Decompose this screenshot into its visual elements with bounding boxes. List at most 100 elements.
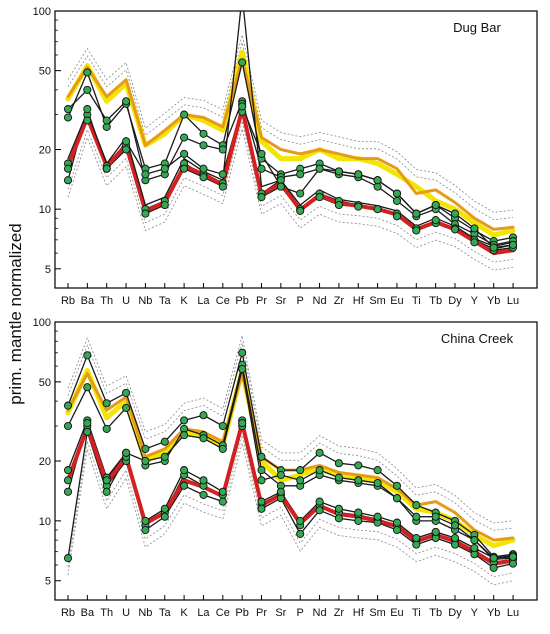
data-point — [83, 85, 92, 94]
x-tick-label: Y — [471, 295, 479, 307]
series-line — [65, 49, 516, 238]
x-tick-label: P — [297, 295, 304, 307]
data-point — [180, 133, 189, 142]
data-point — [257, 497, 266, 506]
x-tick-label: Tb — [429, 295, 442, 307]
data-point — [334, 514, 343, 523]
data-point — [63, 476, 73, 485]
data-point — [489, 243, 498, 252]
data-point — [141, 525, 150, 535]
data-point — [180, 481, 189, 490]
x-tick-label: Ti — [412, 607, 421, 619]
envelope-line — [67, 128, 514, 271]
data-point — [431, 527, 440, 536]
data-point — [296, 206, 305, 215]
data-point — [450, 533, 460, 543]
data-point — [373, 466, 382, 475]
data-point — [392, 481, 402, 490]
data-point — [470, 238, 479, 247]
panel-china-creek: 5 10 20 50 100 Rb Ba Th U Nb Ta K La Ce Pb Pr Sr P Nd Zr Hf S… — [33, 317, 538, 619]
y-tick-label: 20 — [39, 145, 51, 157]
data-point — [315, 497, 324, 506]
plot-area — [63, 335, 518, 586]
data-point — [218, 421, 227, 431]
x-tick-label: Nb — [138, 607, 152, 619]
data-point — [315, 193, 324, 202]
data-point — [431, 200, 440, 210]
x-tick-label: Rb — [61, 607, 75, 619]
x-tick-label: Pr — [256, 295, 267, 307]
x-tick-label: Y — [471, 607, 479, 619]
y-tick-label: 100 — [33, 6, 51, 18]
data-point — [334, 473, 343, 482]
data-point — [354, 461, 363, 470]
series-line — [67, 368, 514, 559]
data-point — [392, 196, 402, 205]
data-point — [199, 173, 208, 182]
data-point — [392, 212, 402, 221]
data-point — [141, 516, 150, 525]
data-point — [315, 466, 324, 475]
x-tick-label: Nd — [313, 607, 327, 619]
data-point — [412, 533, 421, 543]
data-point — [354, 202, 363, 211]
y-tick-label: 10 — [39, 204, 51, 216]
x-tick-label: Pr — [256, 607, 267, 619]
panel-title: Dug Bar — [453, 20, 501, 35]
x-tick-label: Sr — [275, 607, 286, 619]
data-point — [257, 149, 266, 158]
plot-area — [63, 11, 518, 271]
x-tick-label: Th — [100, 607, 113, 619]
data-point — [122, 388, 131, 397]
data-point — [257, 452, 266, 461]
data-point — [102, 399, 111, 408]
x-tick-label: Eu — [390, 295, 403, 307]
data-point — [180, 110, 189, 119]
data-point — [354, 476, 363, 485]
data-point — [238, 348, 247, 357]
data-point — [218, 444, 227, 453]
data-point — [218, 487, 227, 496]
data-point — [102, 476, 111, 485]
data-point — [508, 552, 518, 561]
x-tick-label: Eu — [390, 607, 403, 619]
data-point — [199, 129, 208, 138]
data-point — [373, 478, 382, 488]
series-line — [66, 57, 515, 231]
data-point — [199, 411, 208, 420]
data-point — [83, 351, 92, 360]
x-tick-label: K — [180, 295, 188, 307]
data-point — [431, 216, 440, 225]
data-point — [102, 164, 111, 173]
data-point — [315, 164, 324, 173]
data-point — [450, 225, 460, 234]
data-point — [296, 189, 305, 198]
data-point — [489, 563, 498, 572]
x-tick-label: P — [297, 607, 304, 619]
y-tick-label: 100 — [33, 317, 51, 329]
data-point — [412, 512, 421, 521]
data-point — [160, 200, 169, 210]
data-point — [141, 209, 150, 218]
data-point — [354, 516, 363, 525]
data-point — [218, 497, 227, 506]
x-tick-label: Hf — [353, 607, 365, 619]
data-point — [83, 419, 92, 428]
data-point — [63, 105, 73, 114]
y-tick-label: 50 — [39, 377, 51, 389]
x-tick-label: Ce — [216, 295, 230, 307]
x-tick-label: Yb — [487, 295, 500, 307]
data-point — [83, 105, 92, 114]
x-tick-label: La — [197, 295, 210, 307]
data-point — [257, 476, 266, 485]
x-tick-label: Dy — [448, 295, 462, 307]
x-tick-label: K — [180, 607, 188, 619]
data-point — [63, 401, 73, 410]
data-point — [238, 102, 247, 111]
data-point — [199, 476, 208, 485]
data-point — [412, 540, 421, 549]
data-point — [122, 448, 131, 457]
data-point — [160, 504, 169, 513]
data-point — [334, 200, 343, 210]
y-tick-label: 10 — [39, 516, 51, 528]
